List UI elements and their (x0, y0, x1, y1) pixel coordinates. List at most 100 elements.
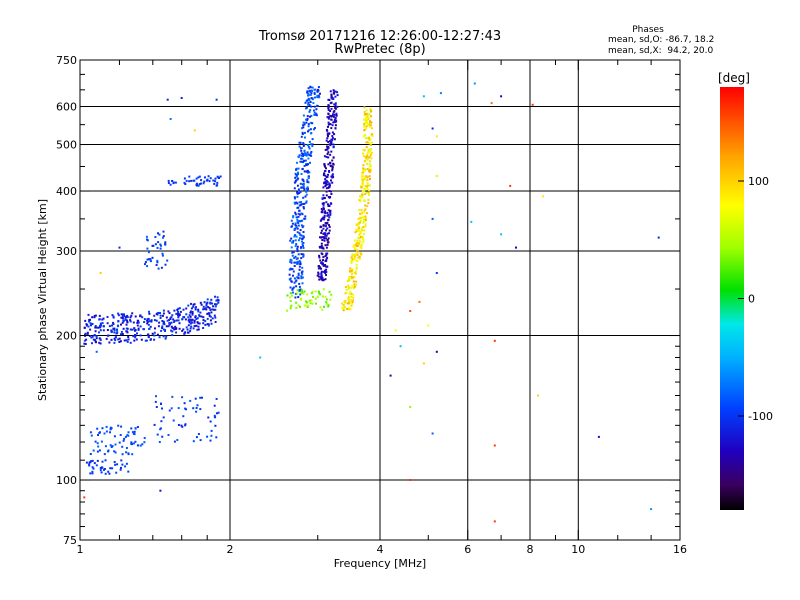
data-point (351, 299, 354, 301)
data-point (333, 90, 336, 93)
data-point (326, 227, 329, 230)
data-point (309, 152, 312, 155)
data-point (299, 233, 302, 236)
data-point (362, 211, 365, 214)
data-point (216, 184, 219, 187)
data-point (319, 236, 322, 239)
data-point (293, 277, 296, 280)
data-point (439, 92, 442, 95)
data-point (370, 151, 373, 154)
data-point (366, 121, 369, 124)
data-point (302, 153, 304, 156)
data-point (352, 245, 355, 248)
data-point (329, 210, 331, 213)
data-point (319, 293, 322, 296)
data-point (355, 228, 358, 231)
data-point (361, 181, 364, 184)
data-point (178, 322, 181, 325)
data-point (139, 325, 142, 328)
data-point (145, 235, 148, 238)
data-point (323, 181, 326, 184)
data-point (178, 307, 181, 310)
data-point (298, 285, 301, 288)
data-point (84, 319, 87, 322)
data-point (206, 298, 209, 301)
data-point (333, 133, 336, 136)
data-point (214, 308, 217, 311)
data-point (345, 289, 348, 291)
data-point (208, 180, 211, 183)
data-point (537, 394, 539, 397)
data-point (148, 327, 151, 330)
data-point (100, 471, 103, 474)
data-point (300, 152, 303, 155)
data-point (321, 209, 324, 212)
data-point (336, 91, 339, 94)
data-point (157, 311, 160, 314)
data-point (154, 327, 156, 330)
data-point (94, 325, 97, 328)
data-point (198, 322, 201, 325)
data-point (302, 121, 305, 124)
data-point (362, 135, 365, 138)
data-point (360, 178, 363, 181)
data-point (104, 472, 107, 475)
data-point (116, 329, 119, 332)
data-point (304, 304, 307, 307)
data-point (309, 161, 311, 164)
data-point (359, 200, 362, 203)
data-point (131, 443, 133, 446)
data-point (360, 213, 363, 215)
data-point (131, 312, 134, 315)
data-point (162, 322, 165, 325)
data-point (136, 319, 139, 322)
data-point (136, 426, 139, 428)
data-point (156, 333, 159, 336)
data-point (190, 179, 193, 182)
data-point (185, 307, 188, 310)
data-point (131, 453, 134, 456)
data-point (320, 211, 323, 213)
data-point (126, 316, 129, 319)
data-point (200, 182, 202, 185)
data-point (149, 325, 152, 328)
data-point (114, 336, 117, 339)
data-point (120, 313, 123, 316)
data-point (300, 224, 303, 227)
data-point (129, 341, 132, 344)
data-point (83, 496, 86, 499)
data-point (347, 302, 350, 305)
data-point (188, 175, 191, 178)
data-point (302, 225, 305, 228)
data-point (157, 241, 160, 244)
data-point (100, 440, 103, 443)
data-point (292, 250, 295, 253)
data-point (353, 283, 356, 286)
data-point (182, 316, 185, 318)
data-point (350, 270, 353, 273)
data-point (356, 250, 359, 253)
data-point (309, 93, 312, 96)
data-point (295, 168, 298, 171)
x-tick-labels: 1 2 4 6 8 10 16 (77, 543, 688, 556)
data-point (213, 182, 216, 185)
data-point (299, 247, 302, 250)
data-point (650, 508, 653, 511)
data-point (105, 425, 108, 428)
data-point (302, 179, 305, 182)
data-point (307, 125, 310, 128)
data-point (298, 268, 301, 271)
data-point (302, 244, 304, 247)
data-point (332, 121, 335, 124)
data-point (331, 138, 334, 141)
data-point (361, 193, 364, 196)
data-point (311, 290, 314, 293)
data-point (295, 243, 298, 246)
data-point (304, 195, 307, 198)
data-point (422, 95, 425, 98)
data-point (359, 216, 362, 219)
data-point (86, 331, 89, 334)
data-point (347, 284, 350, 287)
data-point (657, 236, 660, 239)
data-point (121, 321, 124, 324)
